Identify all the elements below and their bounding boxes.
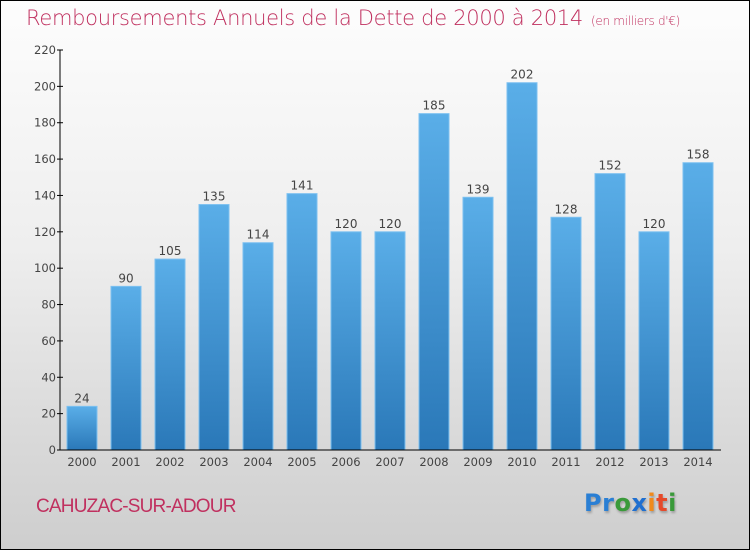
bar-2014: [682, 162, 714, 451]
logo-letter: i: [668, 489, 677, 517]
logo-letter: P: [584, 489, 603, 517]
value-label-2009: 139: [467, 182, 490, 196]
logo-letter: i: [647, 489, 657, 517]
y-tick-label-220: 220: [34, 43, 56, 57]
axes-group: 2000 2001 2002 2003 2004 2005 2006 2007 2008 2009…: [34, 43, 721, 469]
value-label-2003: 135: [203, 190, 226, 204]
bar-2010: [506, 82, 538, 451]
value-label-2014: 158: [687, 148, 710, 162]
proxiti-logo: Proxiti: [584, 489, 677, 517]
bar-2013: [638, 231, 670, 451]
logo-letter: o: [614, 489, 632, 517]
value-label-2008: 185: [423, 99, 446, 113]
x-tick-label-2000: 2000: [67, 455, 96, 469]
chart-unit: (en milliers d'€): [591, 14, 681, 28]
value-label-2005: 141: [291, 179, 314, 193]
y-tick-label-80: 80: [41, 298, 56, 312]
bar-2012: [594, 173, 626, 451]
city-name: CAHUZAC-SUR-ADOUR: [36, 496, 236, 517]
y-tick-label-60: 60: [41, 334, 56, 348]
x-tick-label-2005: 2005: [287, 455, 316, 469]
y-tick-label-40: 40: [41, 370, 56, 384]
y-tick-label-0: 0: [49, 443, 56, 457]
bar-2007: [374, 231, 406, 451]
value-label-2004: 114: [247, 228, 270, 242]
bar-2000: [66, 405, 98, 451]
bar-2006: [330, 231, 362, 451]
x-tick-label-2012: 2012: [595, 455, 624, 469]
x-tick-label-2014: 2014: [683, 455, 712, 469]
value-label-2000: 24: [74, 391, 89, 405]
y-tick-label-180: 180: [34, 116, 56, 130]
x-tick-label-2011: 2011: [551, 455, 580, 469]
y-tick-label-20: 20: [41, 407, 56, 421]
x-tick-label-2002: 2002: [155, 455, 184, 469]
y-tick-label-140: 140: [34, 188, 56, 202]
bar-2008: [418, 113, 450, 451]
x-tick-label-2003: 2003: [199, 455, 228, 469]
value-label-2010: 202: [511, 68, 534, 82]
logo-letter: t: [656, 489, 669, 517]
value-label-2013: 120: [643, 217, 666, 231]
value-label-2006: 120: [335, 217, 358, 231]
value-label-2007: 120: [379, 217, 402, 231]
y-tick-label-120: 120: [34, 225, 56, 239]
chart-title-text: Remboursements Annuels de la Dette de 20…: [26, 6, 583, 30]
x-tick-label-2009: 2009: [463, 455, 492, 469]
x-tick-label-2001: 2001: [111, 455, 140, 469]
y-tick-label-100: 100: [34, 261, 56, 275]
bar-2011: [550, 216, 582, 451]
value-label-2001: 90: [118, 271, 133, 285]
x-tick-label-2008: 2008: [419, 455, 448, 469]
y-tick-label-200: 200: [34, 79, 56, 93]
bar-2003: [198, 204, 230, 451]
x-tick-label-2013: 2013: [639, 455, 668, 469]
value-label-2002: 105: [159, 244, 182, 258]
bars-group: 24 90 105 135 114 141 120 120 185 139 202 128 152 120…: [66, 68, 714, 451]
x-tick-label-2010: 2010: [507, 455, 536, 469]
bar-2004: [242, 242, 274, 451]
bar-2009: [462, 196, 494, 451]
logo-letter: r: [602, 489, 615, 517]
bar-2001: [110, 285, 142, 451]
x-tick-label-2006: 2006: [331, 455, 360, 469]
x-tick-label-2007: 2007: [375, 455, 404, 469]
logo-letter: x: [631, 489, 648, 517]
bar-2002: [154, 258, 186, 451]
x-tick-label-2004: 2004: [243, 455, 272, 469]
bar-2005: [286, 193, 318, 451]
y-tick-label-160: 160: [34, 152, 56, 166]
value-label-2011: 128: [555, 202, 578, 216]
chart-title: Remboursements Annuels de la Dette de 20…: [26, 6, 680, 30]
value-label-2012: 152: [599, 159, 622, 173]
